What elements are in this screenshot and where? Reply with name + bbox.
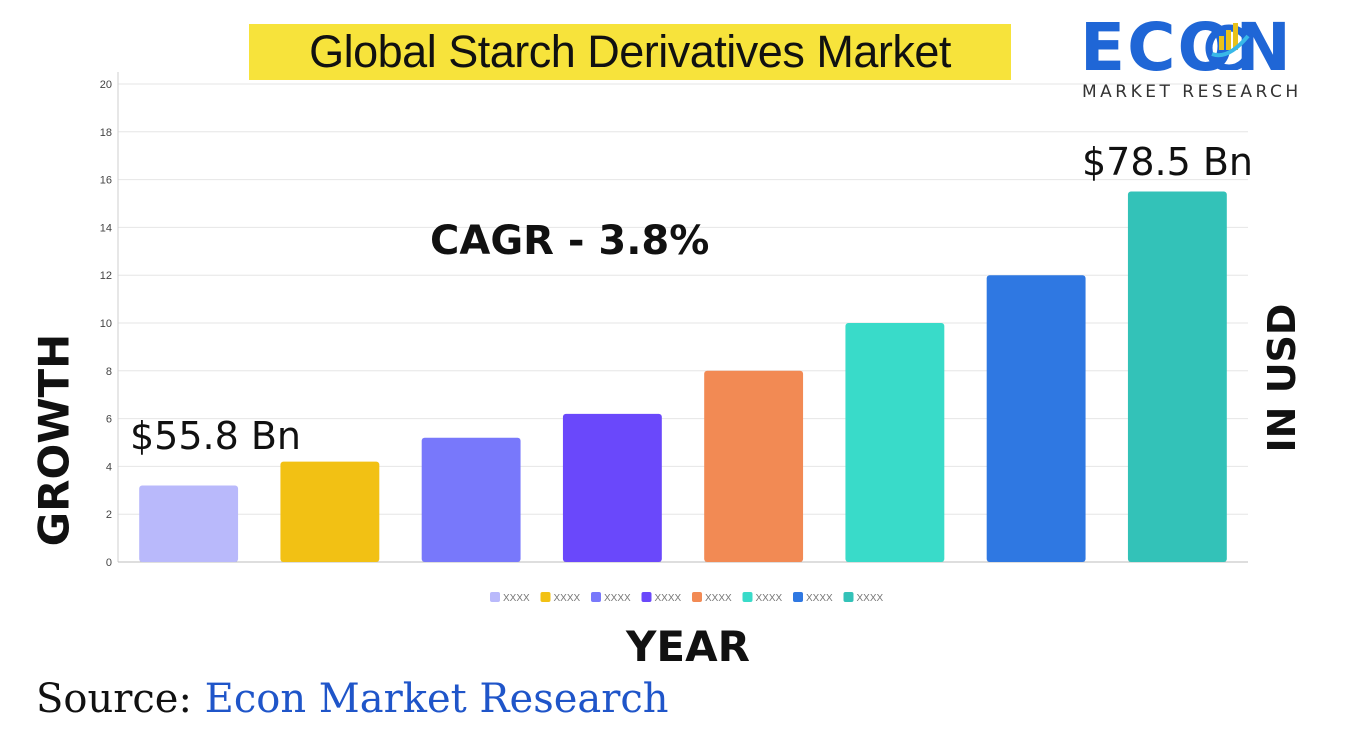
bar — [421, 437, 521, 562]
y-axis-title: GROWTH — [29, 333, 79, 547]
legend-label: XXXX — [806, 593, 833, 604]
legend-swatch — [591, 592, 601, 602]
legend-label: XXXX — [554, 593, 581, 604]
bar — [139, 485, 239, 562]
chart-title: Global Starch Derivatives Market — [309, 26, 951, 77]
bar — [1127, 191, 1227, 563]
bar — [986, 275, 1086, 562]
legend-label: XXXX — [756, 593, 783, 604]
legend-label: XXXX — [503, 593, 530, 604]
legend-label: XXXX — [604, 593, 631, 604]
y-tick-label: 16 — [100, 175, 112, 187]
source-prefix: Source: — [36, 676, 192, 722]
legend-swatch — [490, 592, 500, 602]
y-tick-label: 8 — [106, 366, 112, 378]
y-tick-label: 20 — [100, 79, 112, 91]
chart-bars-icon — [1205, 23, 1253, 70]
legend-swatch — [793, 592, 803, 602]
y-tick-label: 6 — [106, 414, 112, 426]
bar — [845, 323, 945, 562]
y-tick-label: 14 — [100, 222, 112, 234]
legend-swatch — [843, 592, 854, 602]
bar — [704, 370, 804, 562]
x-axis-title: YEAR — [626, 622, 750, 671]
y-tick-label: 0 — [106, 557, 112, 569]
logo-wordmark: ECON — [1080, 9, 1293, 86]
logo-subtitle: MARKET RESEARCH — [1082, 82, 1302, 102]
bar — [562, 413, 662, 562]
y-tick-label: 4 — [106, 461, 112, 473]
legend-label: XXXX — [705, 593, 732, 604]
y-tick-label: 10 — [100, 318, 112, 330]
bar — [280, 461, 380, 562]
source-line: Source: Econ Market Research — [36, 676, 669, 722]
econ-logo: ECON MARKET RESEARCH — [1080, 12, 1325, 104]
legend-swatch — [641, 592, 652, 602]
legend-swatch — [742, 592, 753, 602]
last-value-label: $78.5 Bn — [1082, 140, 1254, 184]
title-banner: Global Starch Derivatives Market — [249, 24, 1011, 80]
cagr-label: CAGR - 3.8% — [430, 218, 710, 264]
secondary-axis-title: IN USD — [1260, 303, 1304, 453]
y-tick-label: 18 — [100, 127, 112, 139]
legend-label: XXXX — [655, 593, 682, 604]
legend-swatch — [540, 592, 551, 602]
legend-swatch — [692, 592, 702, 602]
y-tick-label: 12 — [100, 270, 112, 282]
first-value-label: $55.8 Bn — [130, 414, 302, 458]
source-name: Econ Market Research — [204, 676, 669, 722]
y-tick-label: 2 — [106, 509, 112, 521]
legend-label: XXXX — [857, 593, 884, 604]
